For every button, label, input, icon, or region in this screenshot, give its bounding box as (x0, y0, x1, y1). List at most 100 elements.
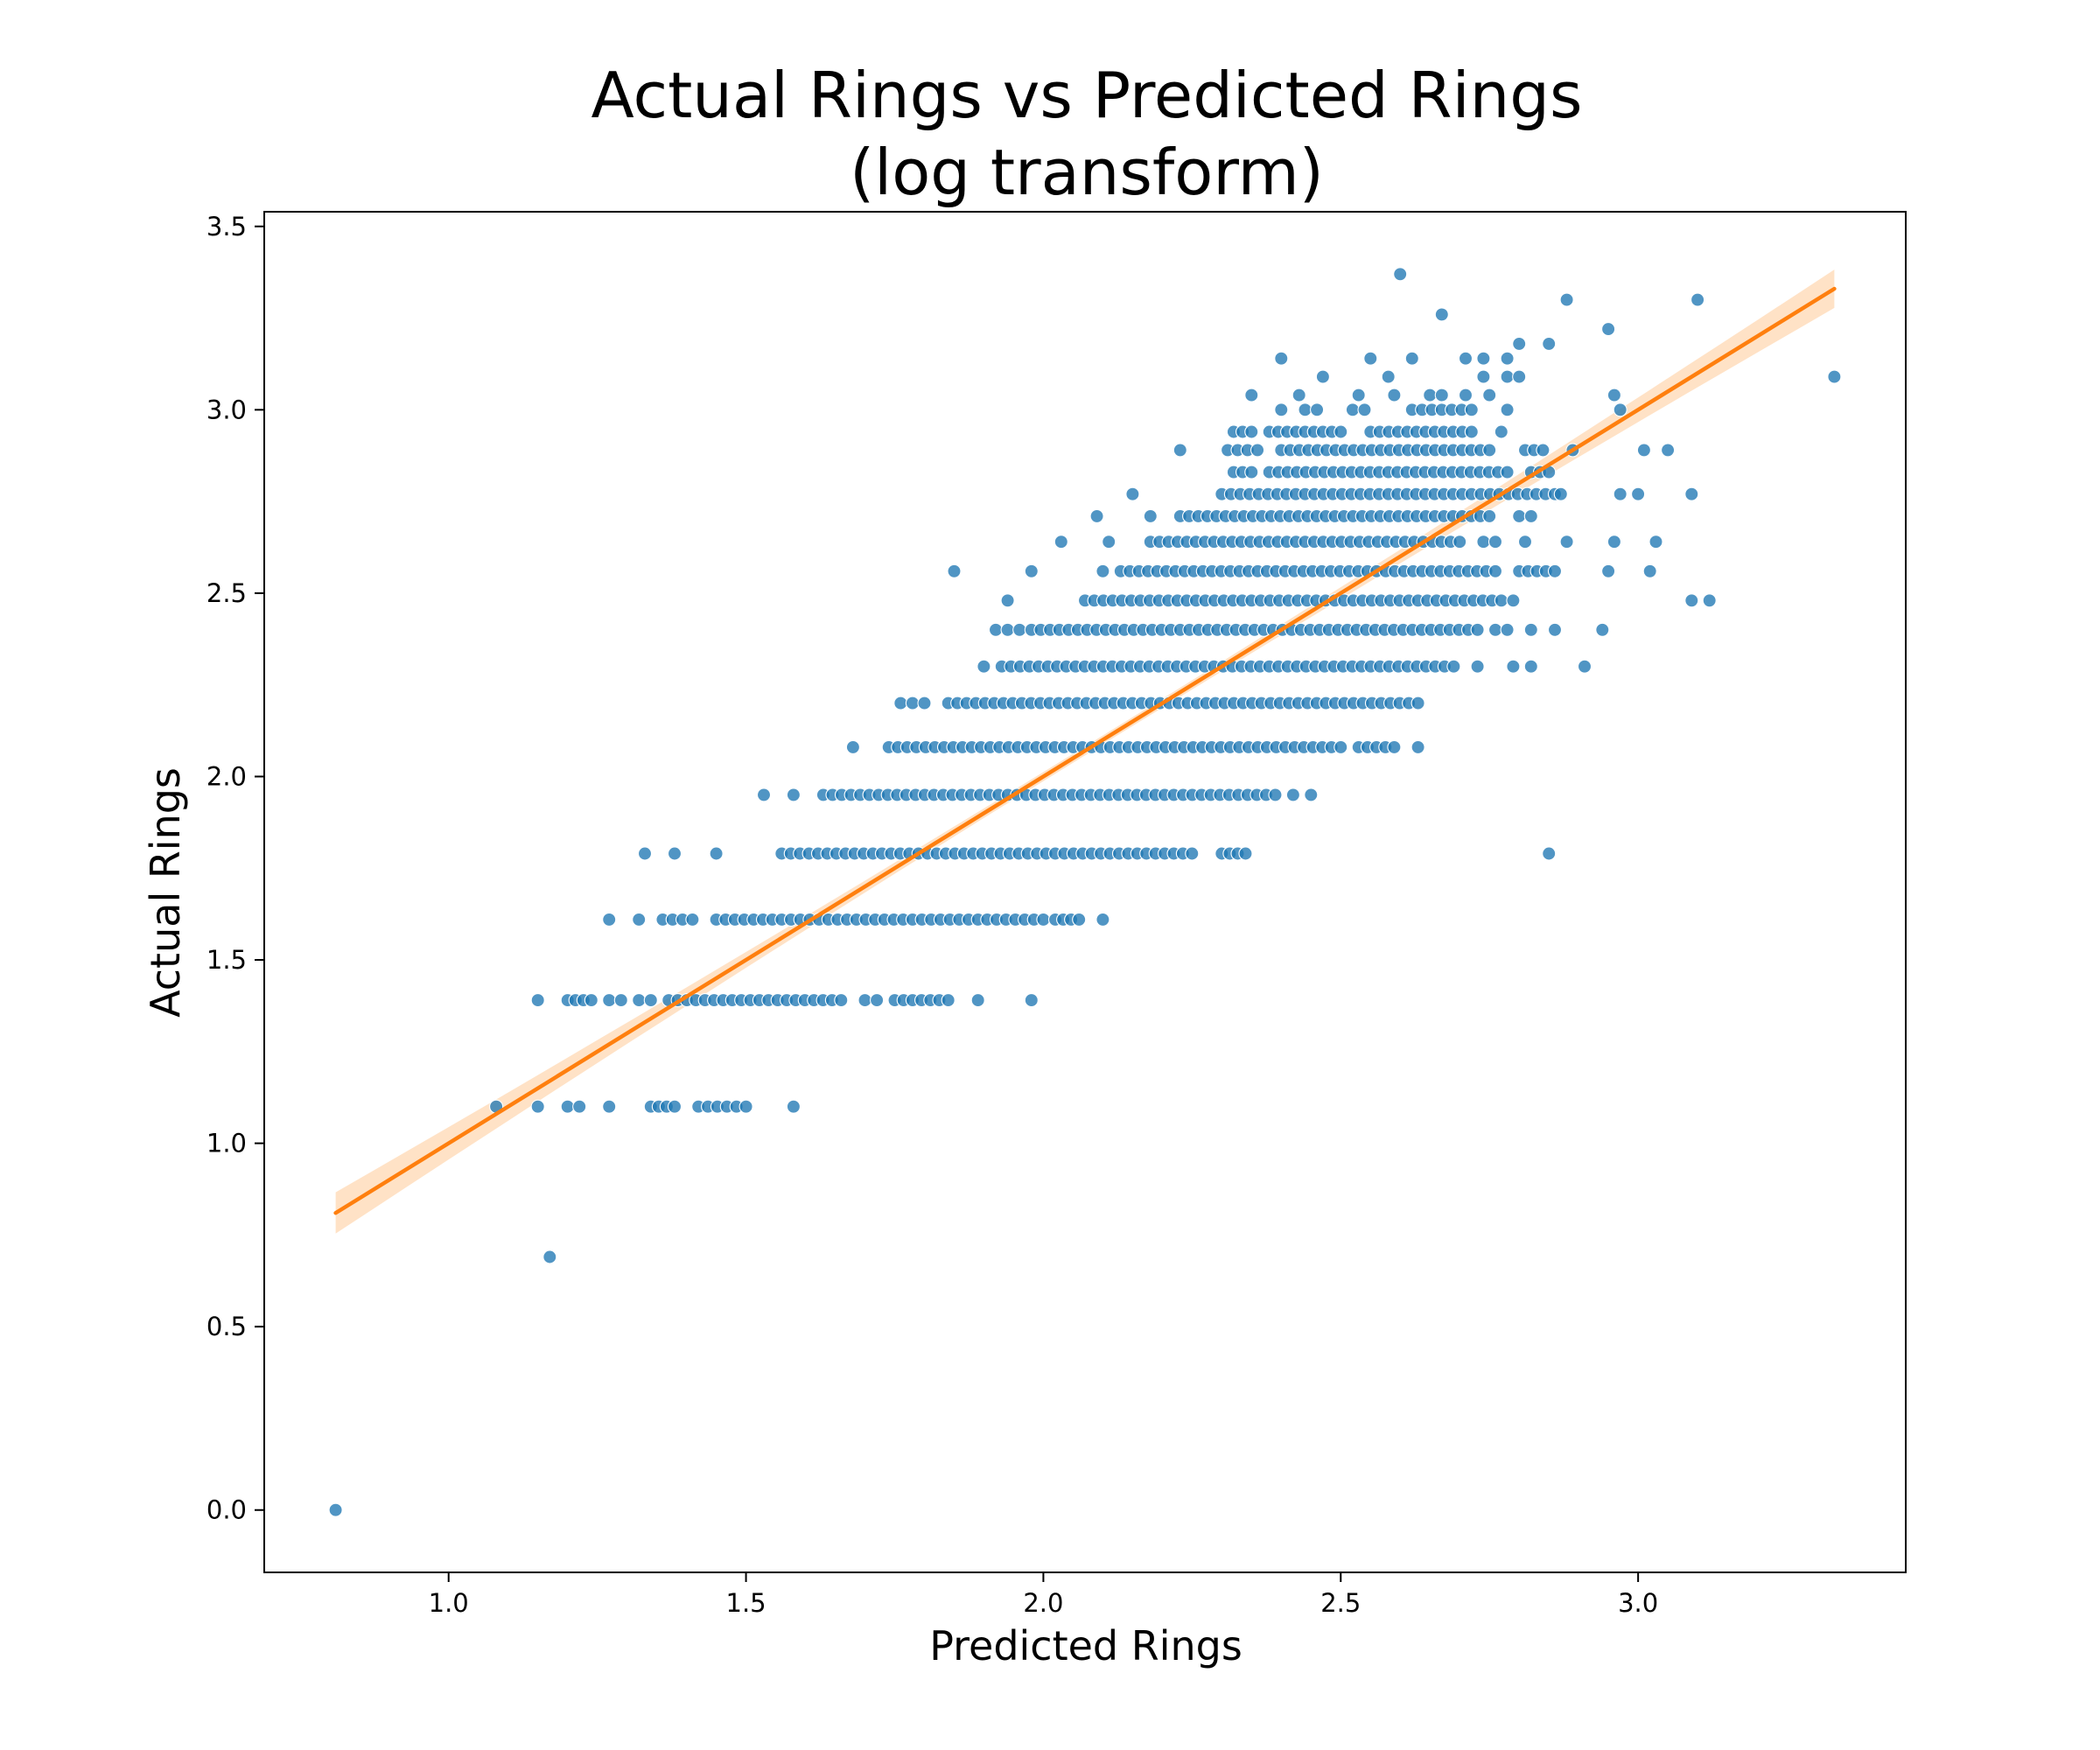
scatter-point (1351, 388, 1366, 402)
scatter-point (1464, 402, 1479, 417)
scatter-point (530, 1099, 545, 1114)
scatter-point (1334, 739, 1348, 754)
scatter-point (1577, 659, 1592, 674)
scatter-point (738, 1099, 753, 1114)
scatter-point (1500, 351, 1515, 366)
scatter-point (1500, 402, 1515, 417)
scatter-point (1381, 369, 1396, 384)
scatter-point (1642, 564, 1657, 578)
scatter-point (1000, 593, 1015, 608)
scatter-point (1523, 622, 1538, 637)
scatter-point (1345, 402, 1360, 417)
scatter-point (1523, 659, 1538, 674)
y-tick-label: 1.5 (206, 945, 247, 975)
scatter-point (685, 912, 700, 927)
scatter-point (1072, 912, 1087, 927)
plot-area-frame (263, 211, 1907, 1573)
scatter-point (1482, 388, 1497, 402)
scatter-point (1613, 486, 1628, 501)
scatter-point (1476, 351, 1491, 366)
y-axis-label: Actual Rings (142, 767, 189, 1018)
scatter-point (602, 993, 617, 1008)
scatter-point (1702, 593, 1717, 608)
scatter-point (1512, 336, 1527, 351)
scatter-point (1268, 788, 1283, 802)
x-tick-label: 3.0 (1618, 1588, 1658, 1618)
scatter-point (1244, 465, 1259, 480)
chart-title-line-2: (log transform) (850, 136, 1324, 209)
scatter-point (637, 846, 653, 861)
scatter-point (667, 1099, 682, 1114)
scatter-point (1410, 696, 1425, 710)
scatter-point (542, 1250, 557, 1264)
scatter-point (976, 659, 991, 674)
scatter-point (1595, 622, 1610, 637)
x-tick-label: 2.0 (1023, 1588, 1063, 1618)
scatter-point (1506, 593, 1521, 608)
scatter-point (1606, 535, 1621, 550)
scatter-point (1452, 535, 1467, 550)
scatter-point (1292, 388, 1306, 402)
scatter-point (1648, 535, 1663, 550)
scatter-point (328, 1502, 343, 1517)
scatter-point (988, 622, 1004, 637)
scatter-point (1494, 593, 1508, 608)
scatter-point (1631, 486, 1646, 501)
scatter-point (572, 1099, 587, 1114)
scatter-point (834, 993, 849, 1008)
scatter-point (1054, 535, 1068, 550)
scatter-point (905, 696, 920, 710)
scatter-point (1500, 465, 1515, 480)
y-tick-label: 3.5 (206, 212, 247, 242)
y-axis-ticks: 0.0 0.5 1.0 1.5 2.0 2.5 3.0 3.5 (206, 212, 264, 1525)
scatter-point (1357, 402, 1372, 417)
scatter-point (1143, 508, 1158, 523)
scatter-point (1310, 402, 1325, 417)
scatter-point (845, 739, 860, 754)
scatter-point (1012, 622, 1027, 637)
scatter-point (1500, 622, 1515, 637)
scatter-point (917, 696, 932, 710)
scatter-point (1172, 443, 1187, 458)
scatter-point (1482, 443, 1497, 458)
scatter-point (1488, 622, 1503, 637)
scatter-point (1684, 593, 1699, 608)
scatter-point (870, 993, 885, 1008)
x-tick-label: 1.5 (726, 1588, 766, 1618)
scatter-point (1238, 846, 1253, 861)
y-tick-label: 0.5 (206, 1312, 247, 1341)
scatter-point (632, 993, 647, 1008)
regression-line (333, 286, 1837, 1215)
scatter-point (1827, 369, 1842, 384)
scatter-point (858, 993, 872, 1008)
scatter-point (1559, 535, 1574, 550)
scatter-point (1601, 322, 1616, 337)
scatter-point (1393, 267, 1408, 282)
scatter-point (1102, 535, 1116, 550)
scatter-point (1024, 564, 1039, 578)
scatter-point (709, 846, 724, 861)
scatter-point (1304, 788, 1319, 802)
scatter-point (1542, 846, 1557, 861)
scatter-point (1434, 307, 1449, 322)
scatter-point (1024, 993, 1039, 1008)
scatter-point (560, 1099, 575, 1114)
scatter-point (941, 993, 956, 1008)
scatter-point (1387, 739, 1402, 754)
scatter-point (1494, 424, 1508, 439)
scatter-point (1661, 443, 1676, 458)
regression-line-layer (333, 286, 1837, 1215)
scatter-point (1559, 292, 1574, 307)
x-axis-label: Predicted Rings (929, 1622, 1242, 1670)
scatter-point (1512, 508, 1527, 523)
scatter-point (1000, 622, 1015, 637)
scatter-point (1387, 388, 1402, 402)
scatter-point (1553, 486, 1568, 501)
scatter-point (1096, 912, 1110, 927)
scatter-point (1542, 336, 1557, 351)
scatter-point (1601, 564, 1616, 578)
scatter-point (1506, 659, 1521, 674)
scatter-point (756, 788, 772, 802)
scatter-point (584, 993, 598, 1008)
